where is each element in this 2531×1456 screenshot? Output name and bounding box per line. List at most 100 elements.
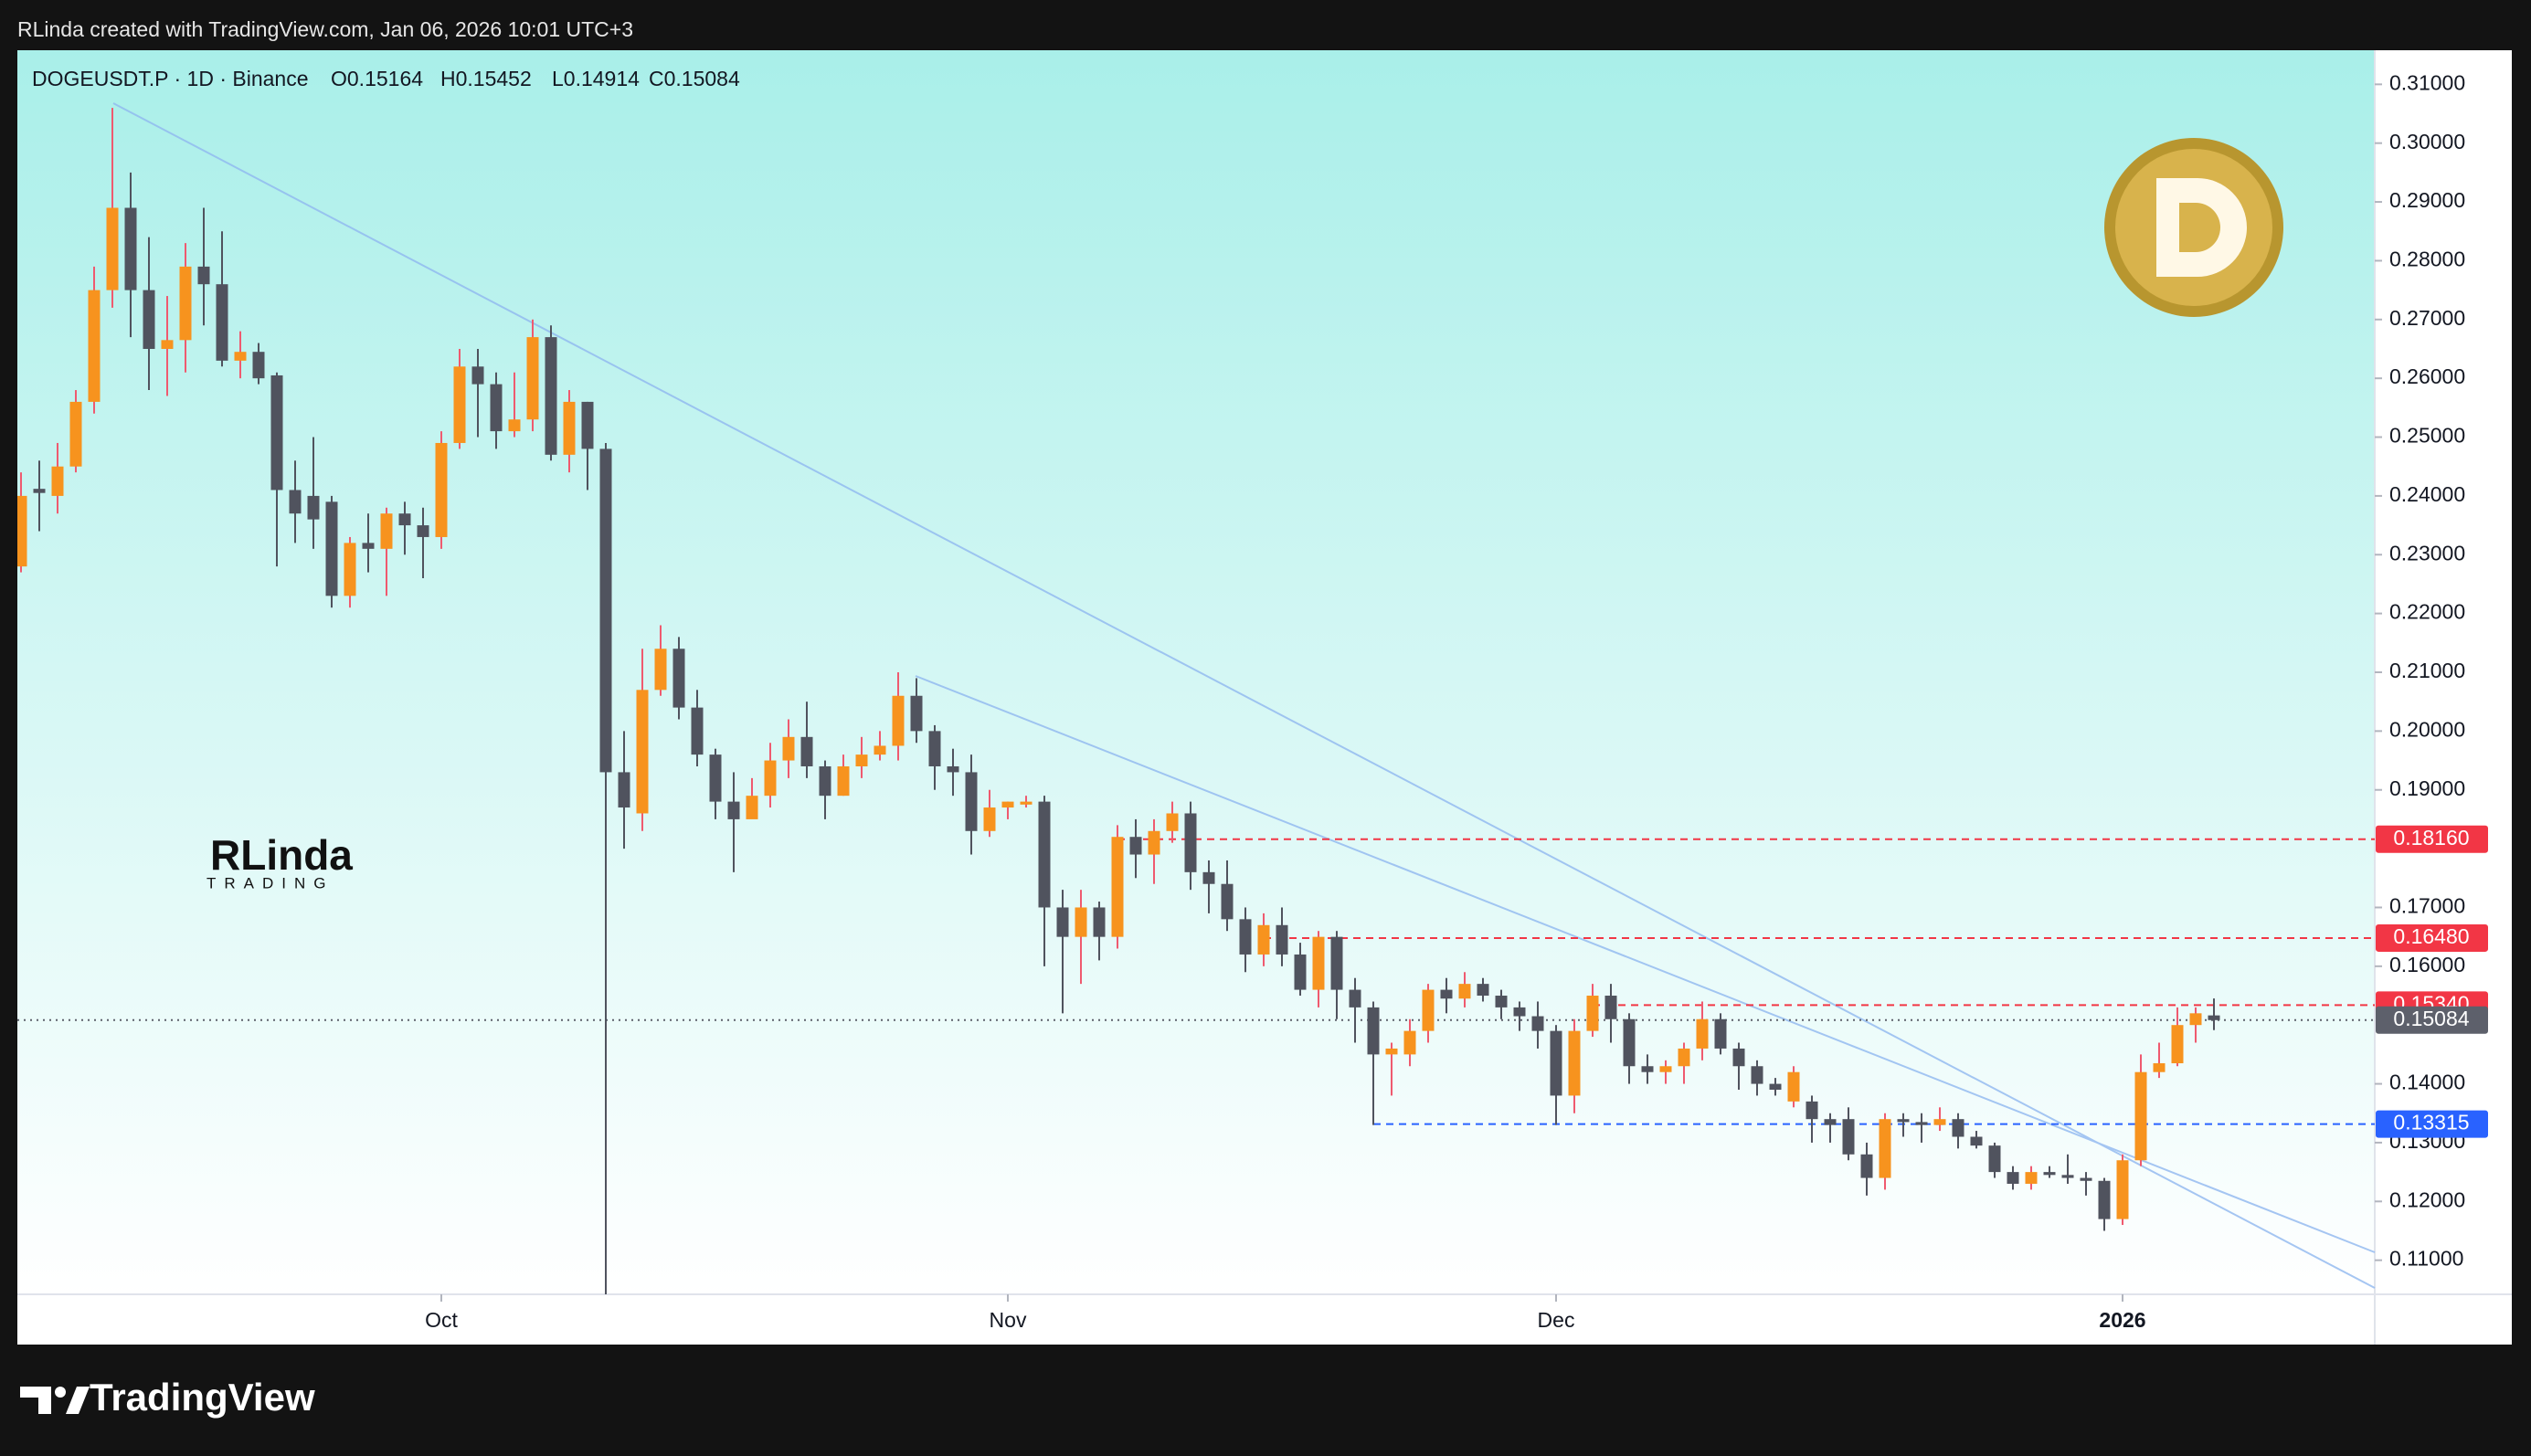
candle-body	[362, 543, 375, 549]
candle-body	[800, 736, 813, 766]
candle-body	[1604, 996, 1617, 1019]
x-tick-label: Dec	[1538, 1308, 1575, 1332]
candle-body	[2171, 1025, 2184, 1064]
candle-body	[709, 754, 722, 802]
candle-body	[526, 337, 539, 420]
candle-body	[1860, 1154, 1873, 1178]
candle-body	[782, 736, 795, 761]
candle-body	[1586, 996, 1599, 1031]
trend-lines	[112, 102, 2376, 1289]
candle-body	[2043, 1172, 2056, 1176]
candle-body	[746, 796, 758, 819]
candle-body	[1349, 989, 1361, 1008]
candle-body	[1458, 984, 1471, 999]
level-label: 0.16480	[2393, 924, 2469, 948]
candle-body	[508, 419, 521, 432]
candle-body	[435, 442, 448, 537]
candle-body	[88, 290, 101, 402]
watermark-sub: TRADING	[207, 874, 334, 892]
candle-body	[179, 266, 192, 341]
ohlc-label: C0.15084	[649, 67, 740, 90]
candle-body	[1988, 1145, 2001, 1173]
candle-body	[983, 807, 996, 831]
candle-body	[1294, 954, 1307, 990]
level-label: 0.13315	[2393, 1111, 2469, 1134]
candle-body	[216, 284, 228, 361]
candle-body	[69, 401, 82, 467]
candle-body	[1970, 1136, 1983, 1146]
y-tick-label: 0.21000	[2389, 659, 2465, 682]
candle-body	[874, 745, 886, 755]
candle-body	[1806, 1101, 1818, 1120]
candle-body	[1842, 1119, 1855, 1155]
candle-body	[325, 501, 338, 596]
watermark-name: RLinda	[210, 831, 353, 879]
candle-body	[490, 384, 503, 432]
y-tick-label: 0.14000	[2389, 1071, 2465, 1094]
candle-body	[2134, 1071, 2147, 1161]
y-tick-label: 0.12000	[2389, 1187, 2465, 1211]
y-tick-label: 0.29000	[2389, 188, 2465, 212]
price-axis	[2375, 50, 2512, 1294]
y-tick-label: 0.28000	[2389, 248, 2465, 271]
candle-body	[727, 801, 740, 819]
trend-line	[915, 675, 2376, 1253]
candle-body	[1897, 1119, 1910, 1123]
y-tick-label: 0.22000	[2389, 600, 2465, 624]
candle-body	[344, 543, 356, 596]
candle-body	[672, 649, 685, 708]
logo-icon	[55, 1387, 66, 1398]
candle-body	[563, 401, 576, 455]
candle-body	[1787, 1071, 1800, 1102]
candle-body	[1330, 936, 1343, 990]
candle-body	[1020, 801, 1033, 805]
logo-mark	[2156, 178, 2247, 277]
candle-body	[1732, 1048, 1745, 1067]
candle-body	[1879, 1119, 1891, 1178]
candle-body	[1276, 924, 1288, 955]
candle-body	[2116, 1160, 2129, 1219]
candle-body	[197, 266, 210, 285]
candle-body	[1440, 989, 1453, 999]
candle-body	[1239, 919, 1252, 955]
y-tick-label: 0.26000	[2389, 364, 2465, 388]
candle-body	[636, 690, 649, 814]
candle-body	[106, 207, 119, 290]
candle-body	[1568, 1030, 1581, 1096]
candle-body	[1513, 1007, 1526, 1017]
candle-body	[2080, 1177, 2092, 1181]
candle-body	[2007, 1172, 2019, 1184]
logo-face	[2115, 149, 2272, 306]
y-tick-label: 0.24000	[2389, 482, 2465, 506]
candle-body	[1312, 936, 1325, 990]
candle-body	[2098, 1180, 2111, 1219]
y-tick-label: 0.27000	[2389, 306, 2465, 330]
candle-body	[1184, 813, 1197, 872]
level-label-bg	[2376, 923, 2488, 952]
candle-body	[161, 340, 174, 349]
y-tick-label: 0.19000	[2389, 776, 2465, 800]
ohlc-label: L0.14914	[552, 67, 640, 90]
candle-body	[1075, 907, 1087, 937]
candle-body	[33, 489, 46, 493]
candle-body	[1531, 1016, 1544, 1031]
candle-body	[545, 337, 557, 455]
candle-body	[855, 754, 868, 766]
candle-body	[764, 760, 777, 797]
header-text: RLinda created with TradingView.com, Jan…	[17, 17, 633, 41]
candle-body	[1550, 1030, 1562, 1096]
candle-body	[837, 765, 850, 797]
footer-logo: TradingView	[20, 1376, 315, 1419]
candle-body	[2025, 1172, 2038, 1184]
candle-body	[1769, 1083, 1782, 1091]
candle-body	[1714, 1018, 1727, 1049]
candle-body	[1367, 1007, 1380, 1055]
trend-line	[112, 102, 2376, 1289]
brand: TradingView	[90, 1376, 315, 1419]
candle-body	[910, 695, 923, 732]
y-tick-label: 0.11000	[2389, 1247, 2463, 1271]
candle-body	[1038, 801, 1051, 908]
candle-body	[2061, 1175, 2074, 1178]
candle-body	[1385, 1048, 1398, 1055]
